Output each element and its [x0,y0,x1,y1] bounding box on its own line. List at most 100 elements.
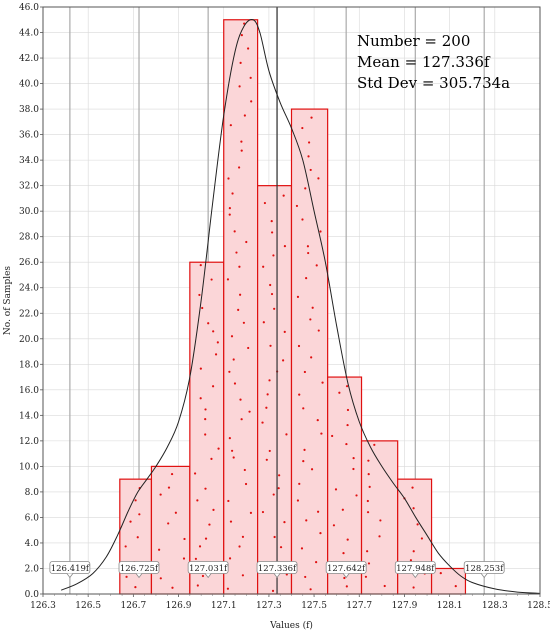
sample-dot [283,330,286,333]
sample-dot [229,520,233,523]
sample-dot [311,306,314,309]
histogram-bar [150,465,191,595]
sample-dot [239,398,242,401]
sample-dot [316,419,319,422]
x-axis-ticks: 126.3 126.5 126.7 126.9 127.1 127.3 127.5 127.7… [30,594,550,611]
sample-dot [230,449,234,452]
sample-dot [232,456,235,459]
sample-dot [204,487,207,490]
sample-dot [138,513,141,516]
sample-dot [304,575,307,579]
stat-mean: Mean = 127.336f [357,53,491,71]
sigma-marker-callout: 127.336f [256,561,298,579]
sigma-marker-callout: 128.253f [463,561,505,579]
sample-dot [238,166,241,169]
sample-dot [298,482,301,485]
sample-dot [159,577,162,580]
sample-dot [310,116,313,119]
sigma-marker-labels: 126.419f 126.725f 127.031f 127.336f 127.642f… [49,561,505,579]
sample-dot [265,406,268,409]
sample-dot [210,278,213,281]
sample-dot [226,278,230,281]
histogram-bar [223,19,259,595]
sample-dot [231,192,234,195]
sample-dot [416,523,419,526]
sample-dot [270,220,273,223]
sample-dot [272,254,275,257]
sample-dot [378,535,381,538]
histogram-bars [119,19,467,595]
sample-dot [282,359,285,362]
sample-dot [249,76,252,79]
sample-dot [229,124,232,127]
sample-dot [204,418,207,421]
y-tick-label: 20.0 [19,335,39,345]
sample-dot [244,482,248,486]
density-curve [60,19,541,594]
sample-dot [201,306,204,310]
sample-dot [346,423,349,427]
sample-dot [367,459,370,462]
sample-dot [309,588,312,591]
sample-dot [366,511,370,514]
sample-dot [158,548,161,551]
sample-dot [310,468,314,471]
sample-dot [273,307,276,310]
sample-dot [233,230,236,233]
y-tick-label: 10.0 [19,462,39,472]
sample-dot [295,204,299,208]
sample-dot [412,586,415,589]
sample-dot [266,393,269,396]
sample-dot [319,230,322,233]
sigma-marker-label: 128.253f [465,564,504,574]
sample-dot [204,537,208,540]
sample-dot [196,499,199,502]
sigma-marker-callout: 126.725f [118,561,160,579]
sample-dot [125,575,128,578]
sample-dot [367,472,370,476]
sample-dot [247,346,250,350]
sample-dot [366,550,369,553]
sample-dot [208,523,211,526]
sample-dot [342,552,345,555]
sample-dot [240,418,243,421]
sample-dot [383,584,386,588]
sample-dot [283,521,286,524]
sample-dot [243,468,246,472]
sample-dot [249,511,253,514]
sample-dot [228,370,231,373]
sample-dot [199,367,202,370]
sigma-marker-callout: 127.031f [187,561,229,579]
sample-dot [159,493,162,496]
sample-dot [345,442,348,446]
sample-dot [285,433,288,436]
x-tick-label: 128.5 [527,601,550,611]
sample-dot [352,456,355,460]
x-tick-label: 127.3 [256,601,282,611]
sample-dot [194,557,198,560]
sample-dot [283,245,287,248]
y-tick-label: 4.0 [25,539,40,549]
x-tick-label: 128.1 [437,601,463,611]
sigma-marker-label: 126.725f [120,564,159,574]
sample-dot [310,356,313,359]
sample-dot [301,126,304,130]
sample-dot [233,382,237,385]
sample-dot [316,510,320,513]
y-tick-label: 28.0 [19,233,39,243]
histogram-bar [360,440,399,595]
histogram-bar [189,261,225,595]
y-tick-label: 24.0 [19,284,39,294]
sample-dot [204,433,207,436]
x-tick-label: 127.7 [346,601,372,611]
x-tick-label: 126.5 [75,601,101,611]
sample-dot [265,458,268,461]
y-tick-label: 6.0 [25,513,40,523]
sample-dot [345,385,349,388]
sample-dot [278,474,281,477]
sample-dot [240,34,243,37]
sample-dot [212,508,215,511]
sample-dot [207,322,210,325]
sample-dot [124,545,127,548]
